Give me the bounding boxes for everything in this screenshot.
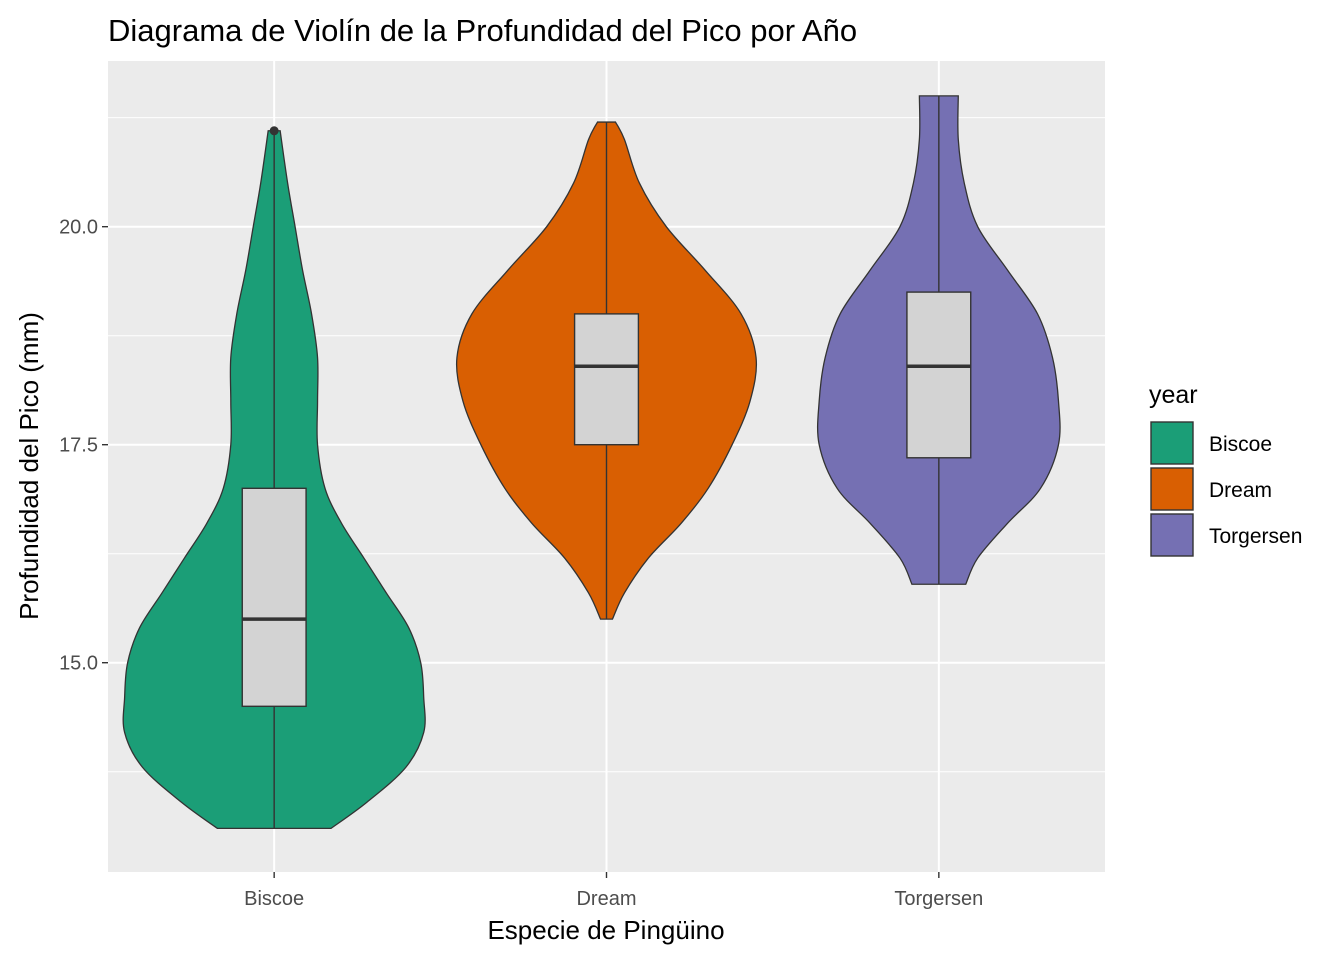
legend-key-torgersen [1150,513,1194,557]
box-dream [573,313,640,446]
y-axis-title: Profundidad del Pico (mm) [14,312,44,620]
legend-label-biscoe: Biscoe [1209,433,1272,456]
box-biscoe [241,487,307,708]
legend-label-dream: Dream [1209,479,1272,502]
axes: 15.0 17.5 20.0 Biscoe Dream Torgersen [59,217,983,910]
legend-label-torgersen: Torgersen [1209,525,1302,548]
chart-title: Diagrama de Violín de la Profundidad del… [108,13,857,48]
x-axis-title: Especie de Pingüino [487,915,724,945]
legend-key-biscoe [1150,421,1194,465]
x-tick-label: Biscoe [244,888,304,910]
y-tick-label: 15.0 [59,653,98,675]
legend: year Biscoe Dream Torgersen [1149,381,1302,557]
y-tick-label: 17.5 [59,435,98,457]
y-tick-label: 20.0 [59,217,98,239]
legend-key-dream [1150,467,1194,511]
outlier-point-biscoe [269,126,279,136]
boxplots [241,95,972,829]
box-torgersen [906,291,972,459]
x-tick-label: Dream [576,888,636,910]
legend-title: year [1149,381,1198,409]
x-tick-label: Torgersen [894,888,983,910]
